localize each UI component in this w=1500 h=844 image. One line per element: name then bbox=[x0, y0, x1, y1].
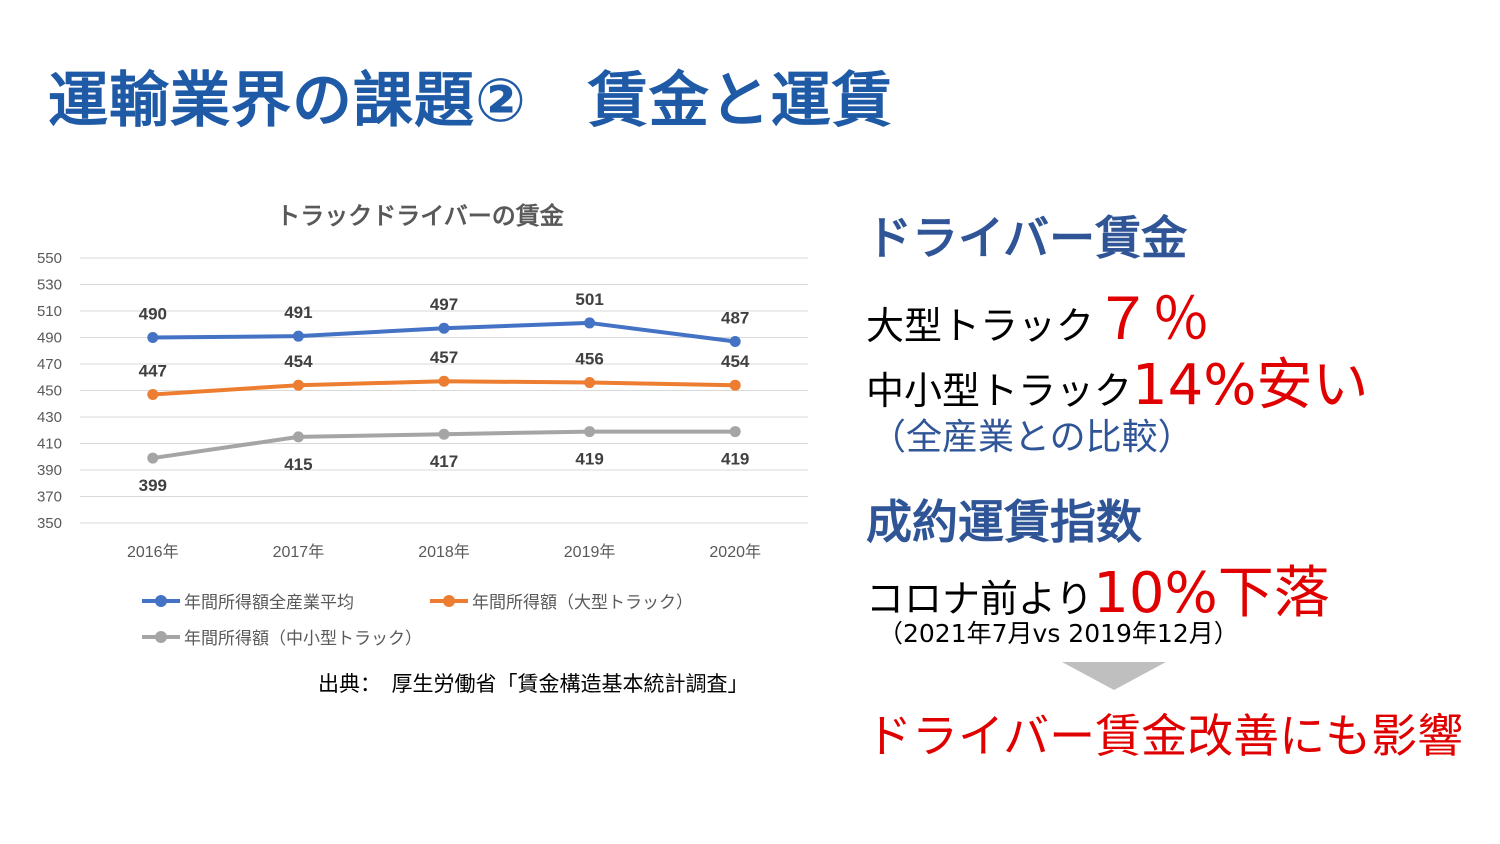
y-tick-label: 410 bbox=[37, 436, 62, 453]
legend-swatch-all-industry bbox=[142, 594, 180, 607]
small-truck-line: 中小型トラック14%安い bbox=[866, 340, 1368, 421]
large-truck-line: 大型トラック７％ bbox=[866, 272, 1210, 356]
legend-swatch-large-truck bbox=[430, 594, 468, 607]
y-tick-label: 370 bbox=[37, 489, 62, 506]
data-label: 456 bbox=[575, 350, 603, 369]
data-label: 497 bbox=[430, 295, 458, 314]
fare-period: （2021年7月vs 2019年12月） bbox=[878, 619, 1239, 648]
data-label: 447 bbox=[139, 361, 167, 380]
source-citation: 出典： 厚生労働省「賃金構造基本統計調査」 bbox=[318, 672, 749, 696]
large-truck-label: 大型トラック bbox=[866, 304, 1095, 348]
y-tick-label: 450 bbox=[37, 383, 62, 400]
data-point bbox=[292, 330, 304, 342]
data-point bbox=[584, 317, 596, 329]
legend-label-all-industry: 年間所得額全産業平均 bbox=[184, 593, 354, 613]
chart-canvas: 550 530 510 490 470 450 430 410 390 370 350 2016年 20… bbox=[37, 250, 808, 561]
data-label: 399 bbox=[139, 476, 167, 495]
large-truck-value: ７％ bbox=[1094, 285, 1211, 353]
data-point bbox=[147, 332, 159, 343]
legend-item-large-truck: 年間所得額（大型トラック） bbox=[430, 588, 693, 613]
data-point bbox=[584, 377, 596, 389]
comparison-note: （全産業との比較） bbox=[870, 417, 1194, 458]
data-label: 491 bbox=[284, 303, 312, 322]
fare-label: コロナ前より bbox=[866, 577, 1094, 621]
data-point bbox=[438, 322, 450, 334]
data-label: 501 bbox=[575, 290, 603, 309]
small-truck-value: 14%安い bbox=[1132, 353, 1369, 418]
y-tick-label: 390 bbox=[37, 462, 62, 479]
data-point bbox=[729, 379, 741, 391]
data-point bbox=[292, 431, 304, 443]
legend-swatch-small-truck bbox=[142, 630, 180, 643]
wage-chart: 550 530 510 490 470 450 430 410 390 370 350 2016年 20… bbox=[20, 188, 820, 658]
data-label: 419 bbox=[721, 450, 749, 469]
data-label: 487 bbox=[721, 308, 749, 327]
y-tick-label: 510 bbox=[37, 303, 62, 320]
data-point bbox=[729, 426, 741, 438]
x-tick-label: 2019年 bbox=[564, 543, 616, 561]
data-point bbox=[729, 335, 741, 347]
y-tick-label: 530 bbox=[37, 277, 62, 294]
legend-label-small-truck: 年間所得額（中小型トラック） bbox=[184, 629, 422, 649]
fare-line: コロナ前より10%下落 bbox=[866, 548, 1330, 629]
y-tick-label: 490 bbox=[37, 330, 62, 347]
legend-item-small-truck: 年間所得額（中小型トラック） bbox=[142, 624, 422, 649]
y-tick-label: 470 bbox=[37, 356, 62, 373]
conclusion: ドライバー賃金改善にも影響 bbox=[866, 709, 1464, 763]
fare-value: 10%下落 bbox=[1093, 561, 1330, 626]
chart-title: トラックドライバーの賃金 bbox=[276, 202, 564, 230]
legend-item-all-industry: 年間所得額全産業平均 bbox=[142, 588, 354, 613]
data-point bbox=[147, 388, 159, 400]
data-label: 454 bbox=[721, 352, 750, 371]
data-label: 457 bbox=[430, 348, 458, 367]
wage-heading: ドライバー賃金 bbox=[866, 211, 1188, 265]
down-arrow-icon bbox=[1062, 662, 1166, 690]
x-tick-label: 2020年 bbox=[709, 543, 761, 561]
data-label: 490 bbox=[139, 305, 167, 324]
x-tick-label: 2017年 bbox=[273, 543, 325, 561]
small-truck-label: 中小型トラック bbox=[866, 369, 1133, 413]
slide-title: 運輸業界の課題② 賃金と運賃 bbox=[48, 66, 893, 136]
x-tick-label: 2016年 bbox=[127, 543, 179, 561]
y-tick-label: 430 bbox=[37, 409, 62, 426]
data-point bbox=[292, 379, 304, 391]
data-label: 454 bbox=[284, 352, 313, 371]
legend-label-large-truck: 年間所得額（大型トラック） bbox=[472, 593, 693, 613]
data-label: 417 bbox=[430, 452, 458, 471]
y-tick-label: 350 bbox=[37, 515, 62, 532]
data-point bbox=[438, 428, 450, 440]
data-point bbox=[438, 375, 450, 387]
data-point bbox=[584, 426, 596, 438]
data-label: 415 bbox=[284, 455, 312, 474]
fare-heading: 成約運賃指数 bbox=[866, 495, 1142, 549]
data-label: 419 bbox=[575, 450, 603, 469]
y-tick-label: 550 bbox=[37, 250, 62, 267]
data-point bbox=[147, 452, 159, 464]
x-tick-label: 2018年 bbox=[418, 543, 470, 561]
